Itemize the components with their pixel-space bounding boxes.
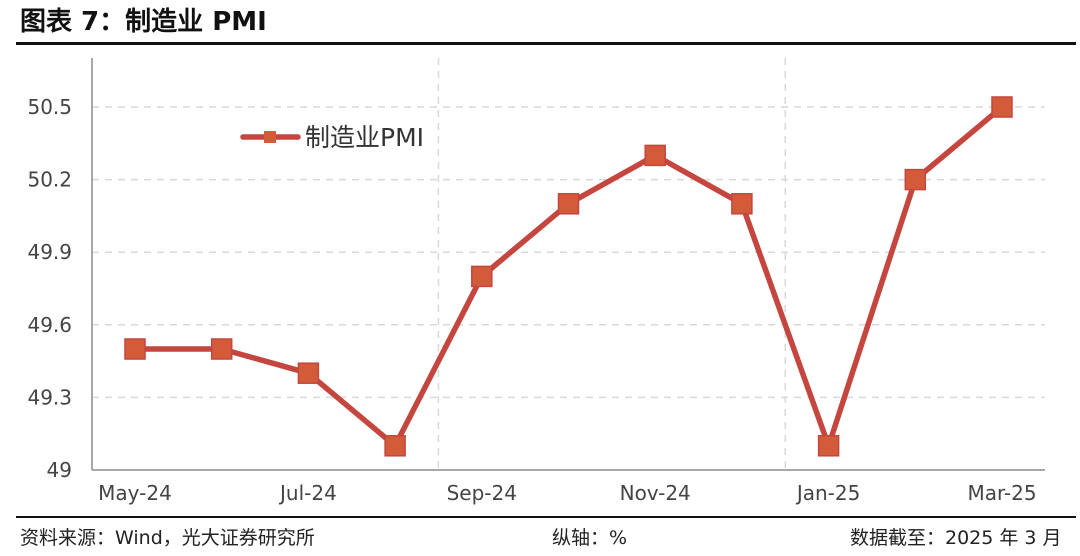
data-point-marker bbox=[471, 265, 493, 288]
series-line bbox=[132, 104, 1005, 449]
y-tick-label: 49.9 bbox=[27, 240, 72, 264]
y-tick-label: 50.2 bbox=[27, 168, 72, 192]
data-point-marker bbox=[817, 435, 840, 457]
data-point-marker bbox=[557, 193, 580, 215]
y-tick-label: 49 bbox=[47, 458, 72, 482]
bottom-rule bbox=[16, 516, 1076, 518]
data-point-marker bbox=[731, 193, 753, 215]
x-tick-label: Sep-24 bbox=[447, 481, 517, 505]
line-layer bbox=[132, 104, 1005, 449]
legend-marker-swatch bbox=[264, 131, 276, 143]
data-point-marker bbox=[210, 338, 233, 360]
data-point-marker bbox=[644, 144, 666, 167]
chart-title: 图表 7：制造业 PMI bbox=[20, 7, 267, 37]
data-point-marker bbox=[904, 168, 927, 191]
axis-layer: 49 49.3 49.6 49.9 50.2 50.5 May-24 Jul-24 Sep-24… bbox=[27, 58, 1045, 505]
x-tick-label: Jul-24 bbox=[278, 481, 337, 505]
data-point-marker bbox=[384, 435, 406, 457]
source-note: 资料来源：Wind，光大证券研究所 bbox=[20, 527, 315, 549]
data-point-marker bbox=[297, 362, 320, 384]
grid-layer bbox=[92, 58, 1045, 470]
axis-unit-note: 纵轴：% bbox=[552, 527, 628, 549]
data-point-marker bbox=[991, 96, 1013, 118]
top-rule bbox=[16, 42, 1076, 45]
data-point-marker bbox=[124, 338, 146, 360]
legend: 制造业PMI bbox=[240, 123, 424, 152]
x-tick-label: May-24 bbox=[98, 481, 172, 505]
x-tick-label: Jan-25 bbox=[795, 481, 861, 505]
x-tick-label: Mar-25 bbox=[967, 481, 1036, 505]
data-cutoff-note: 数据截至：2025 年 3 月 bbox=[850, 527, 1062, 549]
marker-layer bbox=[124, 96, 1013, 457]
y-tick-label: 50.5 bbox=[27, 95, 72, 119]
pmi-line-chart: 49 49.3 49.6 49.9 50.2 50.5 May-24 Jul-24 Sep-24… bbox=[27, 58, 1045, 505]
y-tick-label: 49.3 bbox=[27, 385, 72, 409]
legend-label: 制造业PMI bbox=[305, 123, 424, 152]
x-tick-label: Nov-24 bbox=[620, 481, 691, 505]
y-tick-label: 49.6 bbox=[27, 313, 72, 337]
